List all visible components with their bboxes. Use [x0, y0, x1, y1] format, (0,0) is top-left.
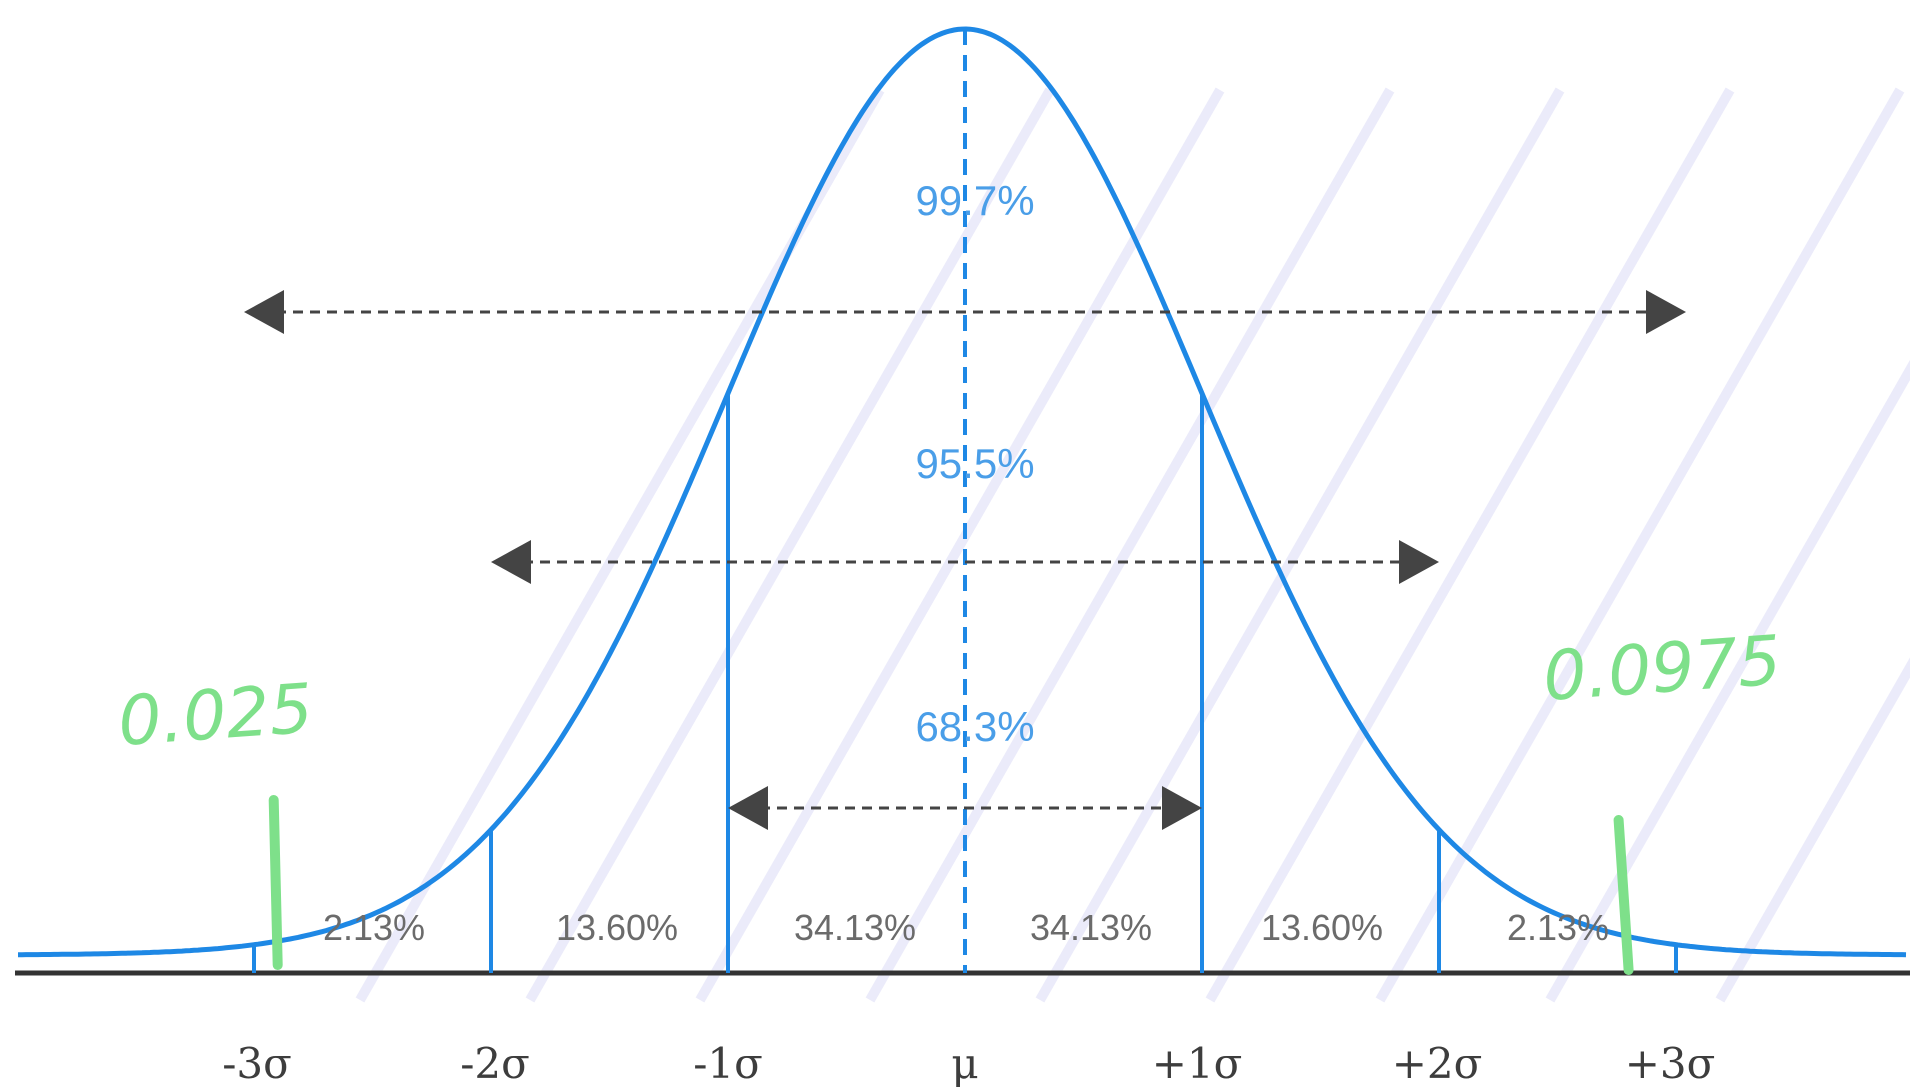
tick-label: μ	[951, 1039, 978, 1087]
range-label-95-5: 95.5%	[915, 440, 1034, 487]
tick-label: +1σ	[1152, 1039, 1243, 1087]
arrowhead-icon	[1399, 540, 1439, 584]
range-label-68-3: 68.3%	[915, 703, 1034, 750]
watermark-line	[865, 87, 1395, 1003]
tick-label: -3σ	[222, 1039, 292, 1087]
annotation-mark-right	[1613, 815, 1634, 975]
arrowhead-icon	[1162, 786, 1202, 830]
arrowhead-icon	[1646, 290, 1686, 334]
watermark-line	[695, 87, 1225, 1003]
tick-label: -2σ	[460, 1039, 530, 1087]
range-arrows	[244, 290, 1686, 830]
arrowhead-icon	[244, 290, 284, 334]
annotation-right: 0.0975	[1541, 622, 1784, 717]
watermark-line	[1715, 657, 1910, 1003]
watermark-line	[1205, 87, 1735, 1003]
annotation-mark-left	[268, 795, 283, 970]
segment-label: 13.60%	[1261, 907, 1383, 948]
bell-curve	[18, 26, 1907, 958]
tick-label: -1σ	[693, 1039, 763, 1087]
tick-label: +2σ	[1392, 1039, 1483, 1087]
watermark-line	[1375, 87, 1905, 1003]
arrowhead-icon	[491, 540, 531, 584]
segment-label: 13.60%	[556, 907, 678, 948]
watermark-line	[525, 87, 1055, 1003]
watermark-line	[1545, 359, 1910, 1003]
segment-label: 2.13%	[323, 907, 425, 948]
segment-label: 34.13%	[1030, 907, 1152, 948]
segment-label: 34.13%	[794, 907, 916, 948]
sigma-lines	[252, 29, 1678, 973]
tick-label: +3σ	[1625, 1039, 1716, 1087]
annotation-left: 0.025	[116, 670, 316, 762]
arrowhead-icon	[728, 786, 768, 830]
watermark-line	[1035, 87, 1565, 1003]
watermark-lines	[355, 87, 1910, 1003]
segment-label: 2.13%	[1507, 907, 1609, 948]
handwritten-annotations: 0.025 0.0975	[116, 622, 1784, 975]
range-label-99-7: 99.7%	[915, 177, 1034, 224]
